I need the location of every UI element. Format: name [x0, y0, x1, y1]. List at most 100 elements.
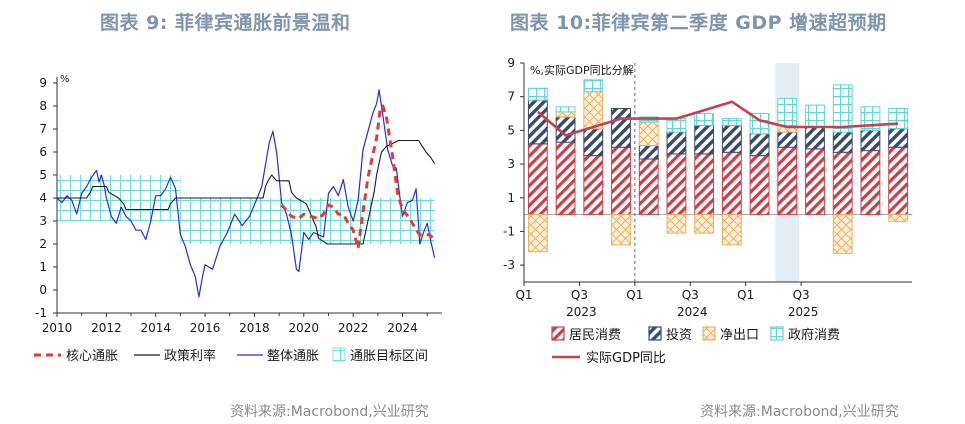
bar-government-consumption — [583, 79, 604, 93]
legend-swatch-target-band — [332, 347, 346, 362]
y-tick-label: 1 — [39, 260, 47, 274]
bar-investment — [583, 128, 604, 157]
bar-household-consumption — [721, 151, 742, 216]
y-tick-label: -1 — [503, 224, 515, 238]
x-tick-label: 2018 — [239, 321, 270, 335]
y-tick-label: -3 — [503, 258, 515, 272]
bar-household-consumption — [666, 153, 687, 216]
left-chart-title: 图表 9: 菲律宾通胀前景温和 — [100, 12, 351, 34]
y-tick-label: 5 — [39, 168, 47, 182]
bar-government-consumption — [721, 118, 742, 126]
bar-household-consumption — [860, 150, 881, 216]
bar-government-consumption — [888, 107, 909, 130]
bar-household-consumption — [805, 148, 825, 216]
legend-label-headline-inflation: 整体通胀 — [267, 349, 319, 364]
x-tick-label: Q1 — [515, 288, 532, 302]
bar-investment — [527, 99, 548, 145]
y-tick-label: 0 — [39, 283, 47, 297]
y-unit-label: % — [60, 74, 70, 85]
legend-swatch-investment — [648, 326, 662, 341]
x-tick-label: 2014 — [140, 321, 171, 335]
bar-investment — [832, 131, 853, 153]
left-source-note: 资料来源:Macrobond,兴业研究 — [230, 404, 429, 420]
bar-household-consumption — [611, 146, 631, 216]
bar-household-consumption — [583, 155, 604, 216]
y-tick-label: 7 — [39, 122, 47, 136]
y-tick-label: 2 — [39, 237, 47, 251]
y-tick-label: 9 — [507, 56, 515, 70]
bar-investment — [666, 131, 687, 155]
bar-government-consumption — [805, 104, 825, 128]
bar-net-exports — [721, 214, 742, 246]
legend-label-net-exports: 净出口 — [720, 328, 759, 343]
legend-label-core-inflation: 核心通胀 — [66, 349, 118, 364]
bar-investment — [721, 124, 742, 153]
y-tick-label: 9 — [39, 76, 47, 90]
bar-net-exports — [638, 121, 659, 147]
x-tick-label: 2010 — [42, 321, 73, 335]
x-tick-label: Q1 — [626, 288, 643, 302]
bar-net-exports — [555, 111, 576, 118]
y-tick-label: 3 — [507, 157, 515, 171]
legend-label-policy-rate: 政策利率 — [164, 348, 216, 364]
bar-household-consumption — [832, 151, 853, 216]
bar-net-exports — [611, 214, 631, 246]
bar-household-consumption — [638, 158, 659, 216]
y-tick-label: 4 — [39, 191, 47, 205]
bar-government-consumption — [555, 106, 576, 113]
y-unit-label: %,实际GDP同比分解 — [530, 63, 634, 77]
bar-government-consumption — [832, 84, 853, 133]
right-chart: %,实际GDP同比分解 -3 -1 1 3 5 7 9 Q1 Q3 Q1 Q3 Q1 Q3 2023 2024… — [503, 56, 912, 366]
y-tick-label: -1 — [35, 306, 47, 320]
bar-investment — [638, 145, 659, 160]
legend-swatch-household-consumption — [551, 326, 565, 341]
legend-label-government-consumption: 政府消费 — [788, 328, 840, 343]
x-year-label: 2025 — [788, 305, 819, 319]
right-chart-title: 图表 10:菲律宾第二季度 GDP 增速超预期 — [510, 12, 887, 34]
bar-investment — [749, 133, 770, 157]
bar-investment — [694, 124, 715, 155]
x-year-label: 2023 — [566, 305, 597, 319]
bar-investment — [860, 129, 881, 152]
left-chart: % -1 0 1 2 3 4 5 6 7 8 9 2010 2012 2014 2016 2018 2020 202… — [34, 74, 442, 364]
x-tick-label: 2016 — [190, 321, 221, 335]
y-tick-label: 8 — [39, 99, 47, 113]
y-tick-label: 5 — [507, 123, 515, 137]
x-year-label: 2024 — [677, 305, 708, 319]
bar-net-exports — [888, 214, 909, 222]
x-tick-label: 2020 — [289, 321, 320, 335]
y-tick-label: 7 — [507, 90, 515, 104]
y-tick-label: 1 — [507, 191, 515, 205]
bar-household-consumption — [527, 143, 548, 216]
legend-label-investment: 投资 — [666, 327, 692, 343]
bar-net-exports — [694, 214, 715, 234]
bar-net-exports — [666, 214, 687, 234]
bar-net-exports — [583, 91, 604, 130]
legend-label-real-gdp: 实际GDP同比 — [586, 351, 666, 366]
bar-household-consumption — [749, 155, 770, 216]
bar-household-consumption — [694, 153, 715, 216]
x-tick-label: Q3 — [682, 288, 699, 302]
x-tick-label: Q3 — [571, 288, 588, 302]
bar-investment — [777, 131, 798, 148]
bar-government-consumption — [666, 118, 687, 133]
core-inflation-line — [280, 104, 436, 251]
bar-net-exports — [527, 214, 548, 253]
right-source-note: 资料来源:Macrobond,兴业研究 — [700, 404, 899, 420]
x-tick-label: Q3 — [793, 288, 810, 302]
x-tick-label: 2012 — [91, 321, 122, 335]
legend-swatch-government-consumption — [770, 326, 784, 341]
y-tick-label: 3 — [39, 214, 47, 228]
bar-government-consumption — [694, 113, 715, 126]
legend-label-household-consumption: 居民消费 — [569, 328, 621, 343]
bar-government-consumption — [777, 97, 798, 126]
real-gdp-line — [537, 100, 899, 137]
bar-investment — [805, 126, 825, 150]
y-tick-label: 6 — [39, 145, 47, 159]
bar-government-consumption — [527, 87, 548, 101]
x-tick-label: 2022 — [338, 321, 369, 335]
x-tick-label: Q1 — [737, 288, 754, 302]
bar-household-consumption — [777, 146, 798, 216]
bar-net-exports — [832, 214, 853, 254]
